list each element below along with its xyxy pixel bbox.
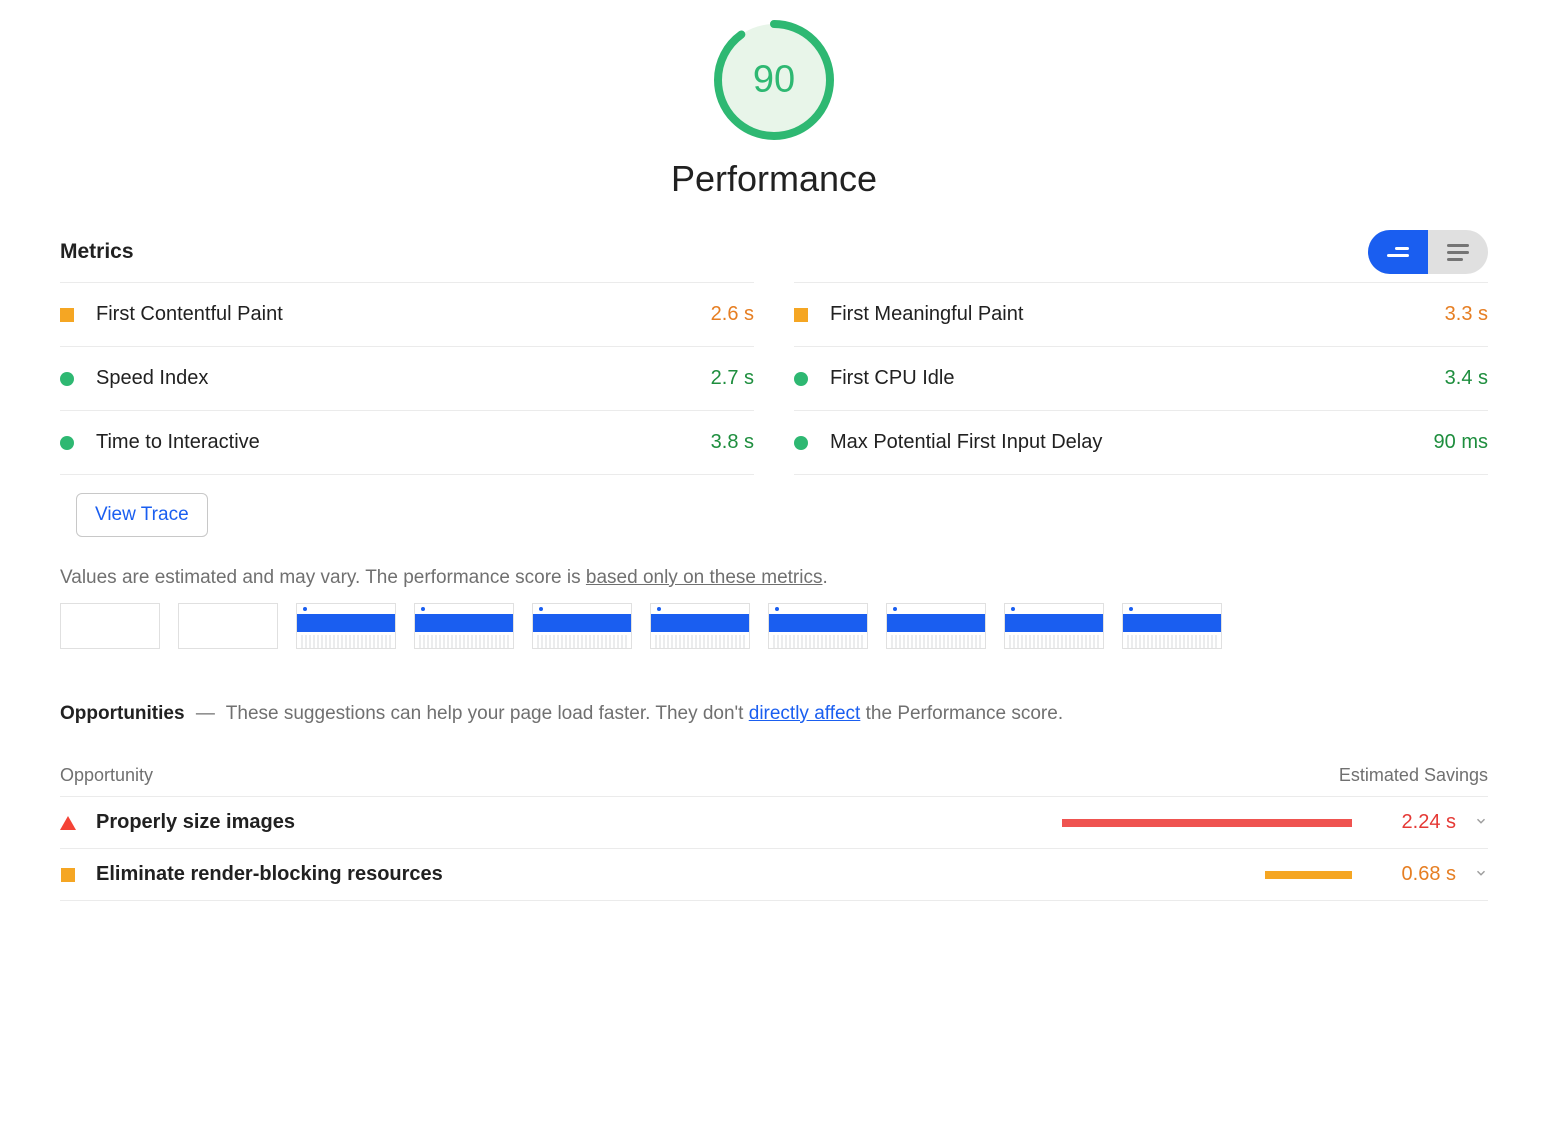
metric-value: 2.7 s xyxy=(711,367,754,390)
opportunity-bar xyxy=(1265,871,1352,879)
metric-row: First Contentful Paint2.6 s xyxy=(60,282,754,346)
metric-row: Time to Interactive3.8 s xyxy=(60,410,754,474)
filmstrip-frame[interactable] xyxy=(532,603,632,649)
opportunities-dash: — xyxy=(196,703,215,724)
metrics-header: Metrics xyxy=(60,230,1488,274)
expanded-view-icon xyxy=(1387,247,1409,257)
metric-value: 3.8 s xyxy=(711,431,754,454)
metric-value: 3.4 s xyxy=(1445,367,1488,390)
footnote-suffix: . xyxy=(822,567,827,588)
filmstrip-frame[interactable] xyxy=(178,603,278,649)
metric-label: Speed Index xyxy=(96,367,711,390)
opportunities-desc-suffix: the Performance score. xyxy=(860,703,1063,724)
circle-indicator-icon xyxy=(794,436,808,450)
metric-row: Speed Index2.7 s xyxy=(60,346,754,410)
filmstrip-frame[interactable] xyxy=(60,603,160,649)
opportunities-rows: Properly size images 2.24 s Eliminate rend… xyxy=(60,797,1488,901)
metric-row: Max Potential First Input Delay90 ms xyxy=(794,410,1488,474)
metric-label: Time to Interactive xyxy=(96,431,711,454)
metrics-footnote: Values are estimated and may vary. The p… xyxy=(60,567,1488,589)
filmstrip-frame[interactable] xyxy=(296,603,396,649)
footnote-link[interactable]: based only on these metrics xyxy=(586,567,823,588)
toggle-compact-button[interactable] xyxy=(1428,230,1488,274)
filmstrip-frame[interactable] xyxy=(1004,603,1104,649)
opportunity-row[interactable]: Properly size images 2.24 s xyxy=(60,797,1488,849)
metric-label: Max Potential First Input Delay xyxy=(830,431,1434,454)
opportunity-bar-wrap xyxy=(952,819,1352,827)
circle-indicator-icon xyxy=(60,372,74,386)
metric-label: First Meaningful Paint xyxy=(830,303,1445,326)
opportunities-header: Opportunities — These suggestions can he… xyxy=(60,703,1488,725)
gauge-score-value: 90 xyxy=(753,59,795,102)
opportunity-value: 2.24 s xyxy=(1376,811,1456,834)
view-trace-wrap: View Trace xyxy=(76,493,1488,537)
opportunities-columns-header: Opportunity Estimated Savings xyxy=(60,765,1488,797)
filmstrip-frame[interactable] xyxy=(768,603,868,649)
triangle-indicator-icon xyxy=(60,816,76,830)
chevron-down-icon[interactable] xyxy=(1474,811,1488,834)
metric-row: First CPU Idle3.4 s xyxy=(794,346,1488,410)
triangle-indicator-wrap xyxy=(60,816,76,830)
metrics-grid: First Contentful Paint2.6 sSpeed Index2.… xyxy=(60,282,1488,475)
opportunity-bar-wrap xyxy=(952,871,1352,879)
metrics-left-column: First Contentful Paint2.6 sSpeed Index2.… xyxy=(60,282,754,475)
footnote-prefix: Values are estimated and may vary. The p… xyxy=(60,567,586,588)
gauge-title: Performance xyxy=(671,158,877,200)
score-gauge: 90 xyxy=(714,20,834,140)
filmstrip-frame[interactable] xyxy=(886,603,986,649)
circle-indicator-icon xyxy=(60,436,74,450)
compact-view-icon xyxy=(1447,244,1469,261)
metric-label: First CPU Idle xyxy=(830,367,1445,390)
metrics-title: Metrics xyxy=(60,240,134,264)
metric-value: 2.6 s xyxy=(711,303,754,326)
view-trace-button[interactable]: View Trace xyxy=(76,493,208,537)
square-indicator-icon xyxy=(61,868,75,882)
opportunity-label: Eliminate render-blocking resources xyxy=(96,863,952,886)
opportunities-col-right: Estimated Savings xyxy=(1339,765,1488,786)
opportunity-value: 0.68 s xyxy=(1376,863,1456,886)
metric-value: 3.3 s xyxy=(1445,303,1488,326)
metric-label: First Contentful Paint xyxy=(96,303,711,326)
score-gauge-section: 90 Performance xyxy=(60,20,1488,200)
toggle-expanded-button[interactable] xyxy=(1368,230,1428,274)
opportunity-row[interactable]: Eliminate render-blocking resources 0.68 … xyxy=(60,849,1488,901)
square-indicator-icon xyxy=(794,308,808,322)
metrics-view-toggle[interactable] xyxy=(1368,230,1488,274)
opportunities-title: Opportunities xyxy=(60,703,185,724)
opportunities-desc-prefix: These suggestions can help your page loa… xyxy=(226,703,749,724)
circle-indicator-icon xyxy=(794,372,808,386)
square-indicator-icon xyxy=(60,308,74,322)
metrics-right-column: First Meaningful Paint3.3 sFirst CPU Idl… xyxy=(794,282,1488,475)
filmstrip-frame[interactable] xyxy=(1122,603,1222,649)
chevron-down-icon[interactable] xyxy=(1474,863,1488,886)
opportunity-label: Properly size images xyxy=(96,811,952,834)
square-indicator-wrap xyxy=(60,868,76,882)
opportunities-col-left: Opportunity xyxy=(60,765,153,786)
filmstrip xyxy=(60,603,1488,649)
opportunity-bar xyxy=(1062,819,1352,827)
opportunities-desc-link[interactable]: directly affect xyxy=(749,703,861,724)
metric-row: First Meaningful Paint3.3 s xyxy=(794,282,1488,346)
metric-value: 90 ms xyxy=(1434,431,1488,454)
filmstrip-frame[interactable] xyxy=(414,603,514,649)
filmstrip-frame[interactable] xyxy=(650,603,750,649)
